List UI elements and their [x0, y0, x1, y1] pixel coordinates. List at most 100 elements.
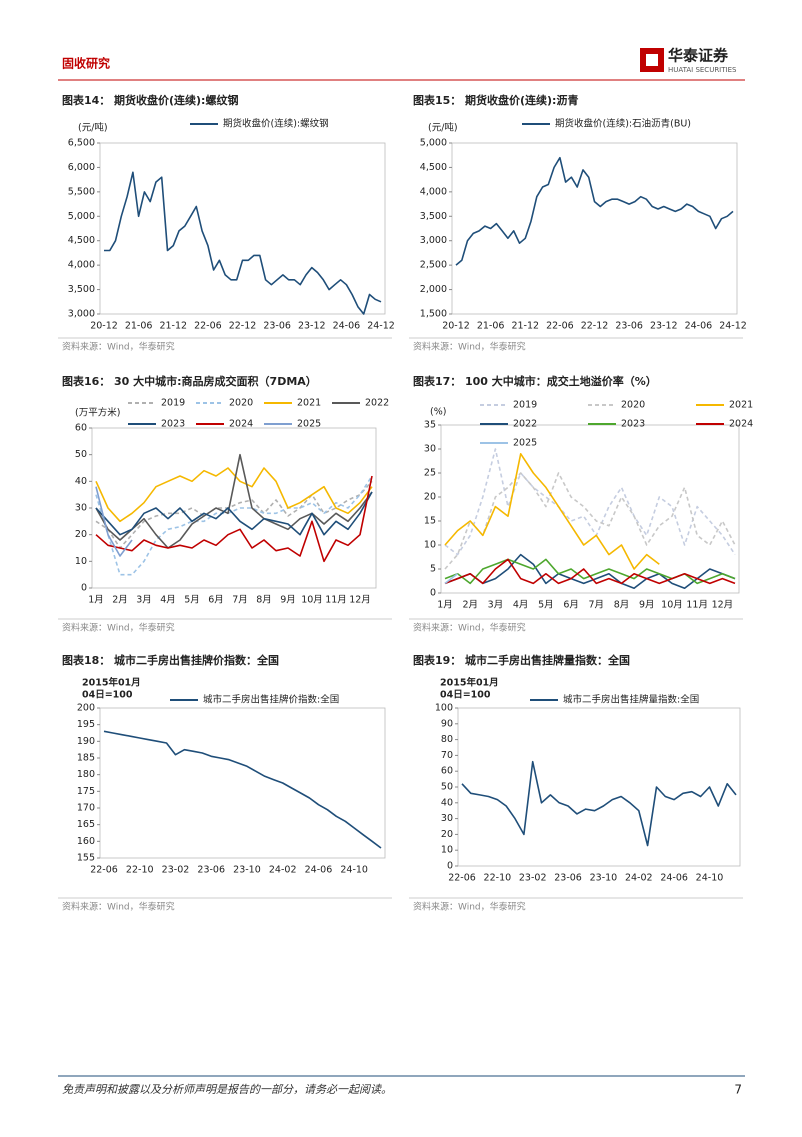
y-tick-label: 3,000: [68, 309, 95, 320]
y-tick-label: 100: [435, 703, 453, 714]
x-tick-label: 23-10: [590, 873, 618, 884]
y-tick-label: 5: [430, 564, 436, 575]
x-tick-label: 24-06: [333, 321, 361, 332]
x-tick-label: 6月: [208, 595, 224, 606]
x-tick-label: 24-02: [625, 873, 653, 884]
series-line: [95, 475, 373, 563]
y-unit: 2015年01月: [440, 677, 499, 689]
x-tick-label: 2月: [112, 595, 128, 606]
x-tick-label: 22-06: [448, 873, 476, 884]
source: 资料来源：Wind，华泰研究: [62, 341, 175, 353]
chart: 图表16： 30 大中城市:商品房成交面积（7DMA） 资料来源：Wind，华泰研究…: [58, 374, 392, 634]
x-tick-label: 8月: [614, 600, 630, 611]
page-number: 7: [734, 1083, 742, 1097]
y-tick-label: 5,000: [68, 211, 95, 222]
x-tick-label: 9月: [639, 600, 655, 611]
y-tick-label: 25: [424, 468, 436, 479]
y-tick-label: 20: [441, 829, 453, 840]
source: 资料来源：Wind，华泰研究: [413, 622, 526, 634]
legend-label: 2022: [365, 398, 389, 409]
figure-label: 图表18：: [62, 653, 110, 667]
y-tick-label: 1,500: [420, 309, 447, 320]
x-tick-label: 22-12: [229, 321, 257, 332]
x-tick-label: 24-10: [696, 873, 724, 884]
x-tick-label: 21-12: [511, 321, 539, 332]
legend-label: 2019: [161, 398, 185, 409]
legend-label: 2023: [161, 419, 185, 430]
x-tick-label: 23-02: [162, 865, 190, 876]
x-tick-label: 1月: [437, 600, 453, 611]
y-tick-label: 180: [77, 769, 95, 780]
x-tick-label: 9月: [280, 595, 296, 606]
x-tick-label: 23-06: [615, 321, 643, 332]
y-tick-label: 3,000: [420, 235, 447, 246]
x-tick-label: 20-12: [442, 321, 470, 332]
y-tick-label: 50: [75, 449, 87, 460]
x-tick-label: 6月: [563, 600, 579, 611]
y-tick-label: 195: [77, 719, 95, 730]
x-tick-label: 22-06: [194, 321, 222, 332]
series-line: [444, 553, 736, 589]
x-tick-label: 21-12: [159, 321, 187, 332]
disclaimer: 免责声明和披露以及分析师声明是报告的一部分，请务必一起阅读。: [62, 1083, 392, 1096]
section-title: 固收研究: [62, 56, 110, 71]
x-tick-label: 21-06: [125, 321, 153, 332]
x-tick-label: 7月: [589, 600, 605, 611]
y-tick-label: 185: [77, 753, 95, 764]
y-tick-label: 2,000: [420, 284, 447, 295]
series-line: [444, 558, 736, 585]
x-tick-label: 3月: [488, 600, 504, 611]
source: 资料来源：Wind，华泰研究: [413, 341, 526, 353]
plot-frame: [91, 427, 377, 589]
x-tick-label: 22-12: [581, 321, 609, 332]
y-tick-label: 200: [77, 703, 95, 714]
logo-icon-inner: [646, 54, 658, 66]
y-tick-label: 4,000: [420, 186, 447, 197]
y-tick-label: 5,500: [68, 186, 95, 197]
x-tick-label: 24-10: [340, 865, 368, 876]
y-tick-label: 6,500: [68, 138, 95, 149]
x-tick-label: 24-06: [305, 865, 333, 876]
y-unit: (元/吨): [78, 122, 108, 134]
y-tick-label: 15: [424, 516, 436, 527]
figure-title: 期货收盘价(连续):螺纹钢: [114, 93, 238, 107]
x-tick-label: 22-06: [90, 865, 118, 876]
x-tick-label: 7月: [232, 595, 248, 606]
plot-frame: [99, 142, 386, 315]
x-tick-label: 4月: [513, 600, 529, 611]
y-tick-label: 10: [441, 845, 453, 856]
x-tick-label: 24-06: [660, 873, 688, 884]
x-tick-label: 2月: [462, 600, 478, 611]
y-tick-label: 160: [77, 836, 95, 847]
x-tick-label: 22-10: [484, 873, 512, 884]
x-tick-label: 12月: [712, 600, 734, 611]
legend-label: 2021: [729, 400, 753, 411]
figure-label: 图表15：: [413, 93, 461, 107]
x-tick-label: 5月: [184, 595, 200, 606]
y-tick-label: 0: [430, 588, 436, 599]
y-unit: (%): [430, 407, 446, 418]
x-tick-label: 24-12: [719, 321, 747, 332]
y-tick-label: 4,000: [68, 260, 95, 271]
legend-label: 期货收盘价(连续):石油沥青(BU): [555, 118, 691, 130]
y-tick-label: 4,500: [420, 162, 447, 173]
y-tick-label: 35: [424, 420, 436, 431]
figure-label: 图表17：: [413, 374, 461, 388]
legend-label: 2024: [729, 419, 753, 430]
plot-frame: [451, 142, 738, 315]
series-line: [461, 760, 737, 847]
x-tick-label: 1月: [88, 595, 104, 606]
y-tick-label: 20: [75, 529, 87, 540]
series-line: [444, 472, 736, 570]
x-tick-label: 10月: [301, 595, 323, 606]
y-tick-label: 6,000: [68, 162, 95, 173]
figure-label: 图表14：: [62, 93, 110, 107]
y-tick-label: 60: [75, 423, 87, 434]
x-tick-label: 23-06: [263, 321, 291, 332]
x-tick-label: 11月: [325, 595, 347, 606]
series-line: [103, 730, 382, 849]
legend-label: 2021: [297, 398, 321, 409]
